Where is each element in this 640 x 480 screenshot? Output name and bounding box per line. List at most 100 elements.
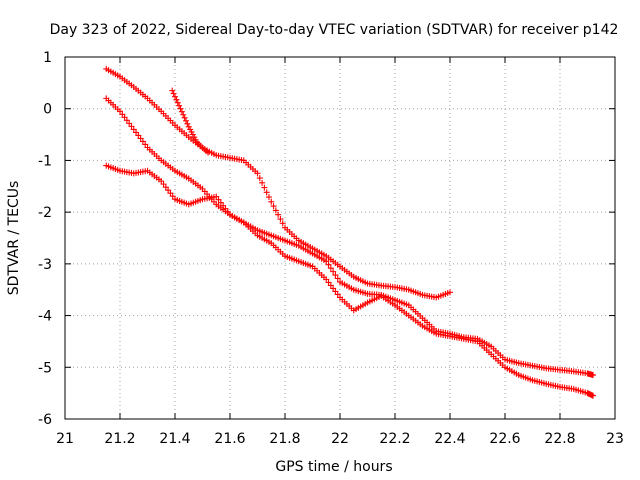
chart-title: Day 323 of 2022, Sidereal Day-to-day VTE…	[50, 22, 619, 38]
data-point	[254, 170, 261, 177]
data-point-interp	[325, 261, 332, 268]
data-point-interp	[332, 272, 339, 279]
data-point-interp	[265, 194, 272, 201]
data-point-interp	[215, 196, 222, 203]
data-point-interp	[160, 181, 167, 188]
data-point-interp	[135, 132, 142, 139]
data-point-interp	[142, 141, 149, 148]
series-3	[103, 162, 596, 399]
data-point-interp	[170, 90, 177, 97]
data-point-interp	[181, 114, 188, 121]
data-point-interp	[222, 205, 229, 212]
x-tick-label: 22.2	[379, 431, 410, 447]
axis-ticks	[64, 56, 616, 420]
x-tick-labels: 21 21.2 21.4 21.6 21.8 22 22.2 22.4 22.6 22.8 23	[56, 431, 624, 447]
data-point-interp	[330, 285, 337, 292]
data-point	[323, 258, 330, 265]
data-point-interp	[184, 120, 191, 127]
x-tick-label: 22	[331, 431, 349, 447]
x-axis-label: GPS time / hours	[275, 459, 392, 475]
data-point-interp	[176, 102, 183, 109]
data-point-interp	[128, 123, 135, 130]
y-tick-label: -3	[38, 257, 52, 273]
series-2	[103, 95, 596, 379]
data-point-interp	[220, 202, 227, 209]
x-tick-label: 21.4	[159, 431, 190, 447]
data-point-interp	[327, 282, 334, 289]
data-point-interp	[192, 136, 199, 143]
data-point	[158, 178, 165, 185]
data-point-interp	[174, 99, 181, 106]
y-tick-label: -1	[38, 153, 52, 169]
data-point-interp	[162, 184, 169, 191]
data-point-interp	[334, 275, 341, 282]
data-point-interp	[133, 129, 140, 136]
data-point-interp	[327, 265, 334, 272]
data-point	[323, 276, 330, 283]
data-point-interp	[189, 131, 196, 138]
data-point	[169, 87, 176, 94]
data-point-interp	[188, 128, 195, 135]
data-point-interp	[263, 189, 270, 196]
data-point-interp	[272, 207, 279, 214]
series-1	[103, 65, 453, 301]
x-tick-label: 21.6	[214, 431, 245, 447]
data-point	[268, 198, 275, 205]
y-tick-label: -4	[38, 309, 52, 325]
data-point-interp	[332, 288, 339, 295]
data-point	[117, 108, 123, 115]
data-point	[205, 149, 211, 156]
data-point-interp	[279, 220, 286, 227]
data-point	[590, 372, 596, 379]
data-point-interp	[119, 111, 126, 118]
data-point-interp	[173, 96, 180, 103]
x-tick-label: 21	[56, 431, 74, 447]
x-tick-label: 21.8	[269, 431, 300, 447]
data-point	[590, 392, 596, 399]
data-point	[185, 123, 192, 130]
y-tick-label: -6	[38, 412, 52, 428]
data-point-interp	[325, 279, 332, 286]
data-point-interp	[172, 93, 178, 100]
data-point-interp	[178, 108, 185, 115]
series-4	[169, 87, 211, 156]
data-point-interp	[259, 179, 266, 186]
x-tick-label: 21.2	[104, 431, 135, 447]
data-point-interp	[139, 138, 146, 145]
data-point-interp	[191, 134, 198, 141]
y-tick-labels: 1 0 -1 -2 -3 -4 -5 -6	[38, 50, 52, 428]
data-point-interp	[169, 193, 176, 200]
data-point-interp	[123, 117, 130, 124]
y-tick-label: 1	[43, 50, 52, 66]
data-point	[130, 126, 137, 133]
data-point-interp	[256, 175, 263, 182]
data-point	[213, 193, 220, 200]
data-point-interp	[126, 120, 133, 127]
data-point	[177, 105, 184, 112]
data-point-interp	[224, 208, 231, 215]
data-point-interp	[187, 126, 194, 133]
data-point-interp	[183, 117, 189, 124]
y-tick-label: 0	[43, 102, 52, 118]
data-point-interp	[167, 190, 174, 197]
data-point-interp	[121, 114, 128, 121]
data-point-interp	[277, 216, 284, 223]
x-tick-label: 23	[606, 431, 624, 447]
y-tick-label: -2	[38, 205, 52, 221]
y-axis-label: SDTVAR / TECUs	[6, 181, 22, 296]
data-points	[103, 65, 596, 399]
data-point	[447, 289, 453, 296]
data-point-interp	[137, 135, 144, 142]
data-point-interp	[334, 291, 341, 298]
y-tick-label: -5	[38, 360, 52, 376]
data-point-interp	[275, 211, 282, 218]
data-point-interp	[330, 268, 337, 275]
data-point-interp	[180, 111, 187, 118]
x-tick-label: 22.4	[434, 431, 465, 447]
x-tick-label: 22.6	[489, 431, 520, 447]
data-point-interp	[165, 187, 172, 194]
x-tick-label: 22.8	[544, 431, 575, 447]
data-point-interp	[261, 184, 268, 191]
data-point-interp	[270, 203, 277, 210]
